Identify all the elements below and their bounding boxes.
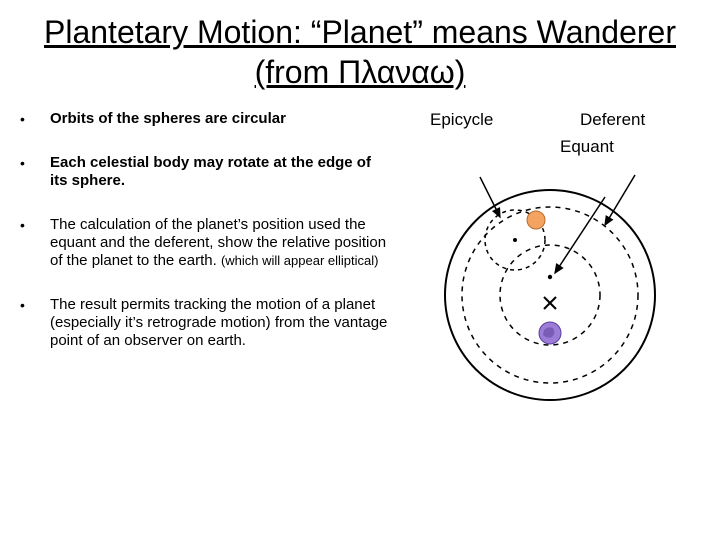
list-item: • The result permits tracking the motion… — [20, 296, 390, 350]
bullet-text: The result permits tracking the motion o… — [50, 296, 390, 350]
bullet-text: The calculation of the planet’s position… — [50, 216, 390, 270]
bullet-text: Each celestial body may rotate at the ed… — [50, 154, 390, 190]
planetary-diagram — [410, 150, 690, 410]
list-item: • The calculation of the planet’s positi… — [20, 216, 390, 270]
list-item: • Orbits of the spheres are circular — [20, 110, 390, 128]
bullet-list: • Orbits of the spheres are circular • E… — [20, 110, 390, 376]
list-item: • Each celestial body may rotate at the … — [20, 154, 390, 190]
label-epicycle: Epicycle — [430, 110, 493, 130]
bullet-marker: • — [20, 154, 50, 190]
bullet-text: Orbits of the spheres are circular — [50, 110, 286, 128]
slide-title: Plantetary Motion: “Planet” means Wander… — [0, 0, 720, 100]
diagram-area: Epicycle Deferent Equant — [390, 110, 700, 376]
bullet-marker: • — [20, 216, 50, 270]
bullet-text-tail: (which will appear elliptical) — [221, 253, 379, 268]
content-area: • Orbits of the spheres are circular • E… — [0, 100, 720, 376]
bullet-marker: • — [20, 296, 50, 350]
label-deferent: Deferent — [580, 110, 645, 130]
bullet-marker: • — [20, 110, 50, 128]
